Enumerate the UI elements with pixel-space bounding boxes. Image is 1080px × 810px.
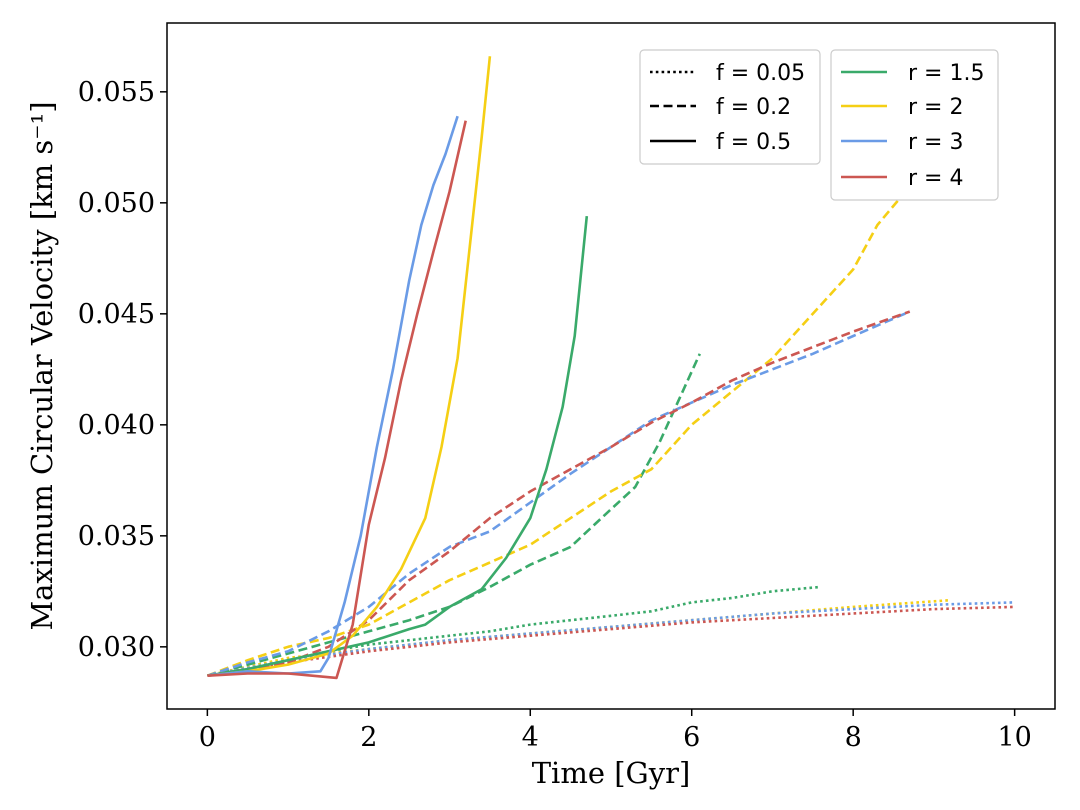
- legend-label-r-4: r = 4: [908, 166, 963, 191]
- legend-label-f-05: f = 0.5: [716, 130, 791, 155]
- y-tick-label: 0.040: [78, 410, 155, 441]
- x-tick-label: 8: [845, 722, 862, 753]
- x-tick-label: 10: [997, 722, 1031, 753]
- y-tick-label: 0.035: [78, 521, 155, 552]
- legend-label-r-2: r = 2: [908, 95, 963, 120]
- legend-label-r-3: r = 3: [908, 130, 963, 155]
- series-line-3: [207, 605, 1015, 677]
- series-layer: [206, 56, 1015, 680]
- y-tick-label: 0.050: [78, 188, 155, 219]
- x-tick-label: 0: [199, 722, 216, 753]
- series-line-6: [206, 310, 911, 677]
- legend-line-color: r = 1.5 r = 2 r = 3 r = 4: [830, 49, 999, 201]
- legend-line-color-box: [830, 49, 999, 201]
- x-tick-label: 2: [360, 722, 377, 753]
- series-line-8: [207, 215, 589, 677]
- y-tick-label: 0.030: [78, 632, 155, 663]
- series-line-11: [207, 120, 467, 680]
- y-axis-label: Maximum Circular Velocity [km s⁻¹]: [25, 101, 59, 630]
- legend-line-style: f = 0.05 f = 0.2 f = 0.5: [639, 49, 821, 165]
- series-line-9: [207, 56, 492, 677]
- series-line-2: [207, 601, 1015, 677]
- legend-line-style-box: [639, 49, 821, 165]
- x-tick-label: 4: [522, 722, 539, 753]
- y-tick-label: 0.045: [78, 299, 155, 330]
- y-tick-label: 0.055: [78, 77, 155, 108]
- x-tick-label: 6: [683, 722, 700, 753]
- axes: 0 2 4 6 8 10 0.030 0.035 0.040 0.045 0.050 0.055: [78, 77, 1032, 753]
- legend-label-f-02: f = 0.2: [716, 95, 791, 120]
- series-line-5: [206, 195, 903, 677]
- legend-label-f-005: f = 0.05: [716, 61, 805, 86]
- plot-frame: [166, 22, 1056, 710]
- series-line-0: [207, 585, 822, 677]
- legend-label-r-15: r = 1.5: [908, 61, 984, 86]
- x-axis-label: Time [Gyr]: [532, 756, 691, 790]
- series-line-7: [207, 310, 911, 677]
- series-line-4: [207, 353, 701, 677]
